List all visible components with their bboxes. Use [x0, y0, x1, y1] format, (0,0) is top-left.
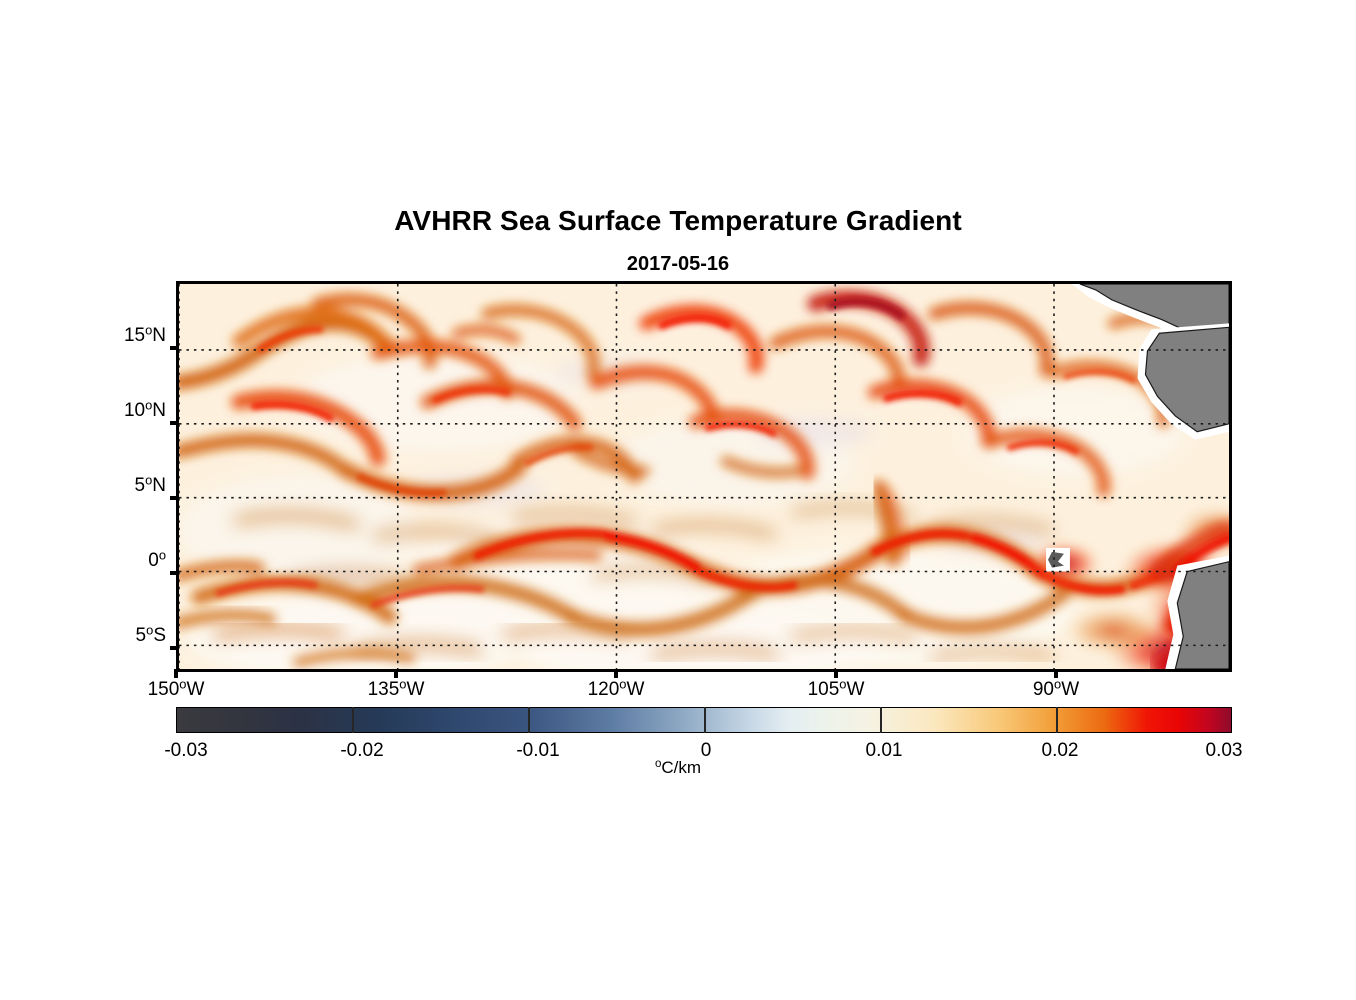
degree-icon: o	[654, 758, 662, 770]
x-axis-label-105w: 105oW	[807, 676, 865, 701]
x-axis-label-105w-value: 105	[807, 679, 840, 700]
y-axis-label-10n: 10oN	[123, 397, 166, 422]
x-axis-label-150w-value: 150	[147, 679, 180, 700]
degree-icon: o	[619, 676, 627, 692]
colorbar-tick-0.02	[1056, 707, 1058, 733]
degree-icon: o	[145, 472, 153, 488]
colorbar-label-0.02: 0.02	[1041, 740, 1079, 761]
sst-gradient-heatmap	[179, 284, 1229, 669]
x-axis-label-135w: 135oW	[367, 676, 425, 701]
x-axis-label-90w-value: 90	[1032, 679, 1055, 700]
colorbar-label-0.01: 0.01	[865, 740, 903, 761]
degree-icon: o	[399, 676, 407, 692]
degree-icon: o	[839, 676, 847, 692]
y-axis-label-15n: 15oN	[123, 322, 166, 347]
x-axis-label-105w-hemi: W	[846, 679, 865, 700]
colorbar-label--0.01: -0.01	[516, 740, 560, 761]
y-axis-label-5s-value: 5	[135, 625, 147, 646]
colorbar-label--0.03: -0.03	[164, 740, 208, 761]
colorbar-label-0.03: 0.03	[1205, 740, 1243, 761]
x-axis-label-120w-hemi: W	[626, 679, 645, 700]
y-axis-label-10n-value: 10	[123, 400, 146, 421]
y-tick-5n	[170, 496, 179, 500]
colorbar-unit-label: oC/km	[0, 758, 1356, 778]
map-axes[interactable]	[176, 281, 1232, 672]
degree-icon: o	[179, 676, 187, 692]
x-axis-label-135w-hemi: W	[406, 679, 425, 700]
y-axis-label-15n-hemi: N	[152, 325, 166, 346]
x-axis-label-90w: 90oW	[1032, 676, 1080, 701]
y-axis-label-5n-value: 5	[134, 475, 146, 496]
colorbar-tick-0	[704, 707, 706, 733]
x-tick-90w	[1054, 669, 1058, 678]
colorbar-tick-0.01	[880, 707, 882, 733]
y-axis-label-10n-hemi: N	[152, 400, 166, 421]
y-axis-label-15n-value: 15	[123, 325, 146, 346]
y-axis-label-5s-hemi: S	[153, 625, 166, 646]
y-tick-5s	[170, 646, 179, 650]
y-axis-label-equator-value: 0	[148, 550, 159, 571]
degree-icon: o	[146, 622, 154, 638]
x-tick-105w	[834, 669, 838, 678]
y-tick-15n	[170, 346, 179, 350]
x-axis-label-150w: 150oW	[147, 676, 205, 701]
x-tick-120w	[614, 669, 618, 678]
degree-icon: o	[1054, 676, 1062, 692]
colorbar-label--0.02: -0.02	[340, 740, 384, 761]
x-axis-label-150w-hemi: W	[186, 679, 205, 700]
x-tick-150w	[174, 669, 178, 678]
x-axis-label-120w-value: 120	[587, 679, 620, 700]
colorbar-tick--0.01	[528, 707, 530, 733]
degree-icon: o	[145, 397, 153, 413]
colorbar-unit-text: C/km	[661, 758, 702, 777]
y-axis-label-5n: 5oN	[134, 472, 167, 497]
y-tick-0	[170, 571, 179, 575]
page-title: AVHRR Sea Surface Temperature Gradient	[394, 205, 962, 236]
page-subtitle: 2017-05-16	[626, 253, 730, 275]
x-axis-label-90w-hemi: W	[1061, 679, 1080, 700]
colorbar-tick--0.02	[352, 707, 354, 733]
degree-icon: o	[158, 547, 166, 563]
degree-icon: o	[145, 322, 153, 338]
y-tick-10n	[170, 421, 179, 425]
y-axis-label-equator: 0o	[148, 547, 166, 572]
x-axis-label-120w: 120oW	[587, 676, 645, 701]
x-tick-135w	[394, 669, 398, 678]
y-axis-label-5s: 5oS	[135, 622, 166, 647]
x-axis-label-135w-value: 135	[367, 679, 400, 700]
colorbar-label-0: 0	[700, 740, 712, 761]
y-axis-label-5n-hemi: N	[152, 475, 166, 496]
